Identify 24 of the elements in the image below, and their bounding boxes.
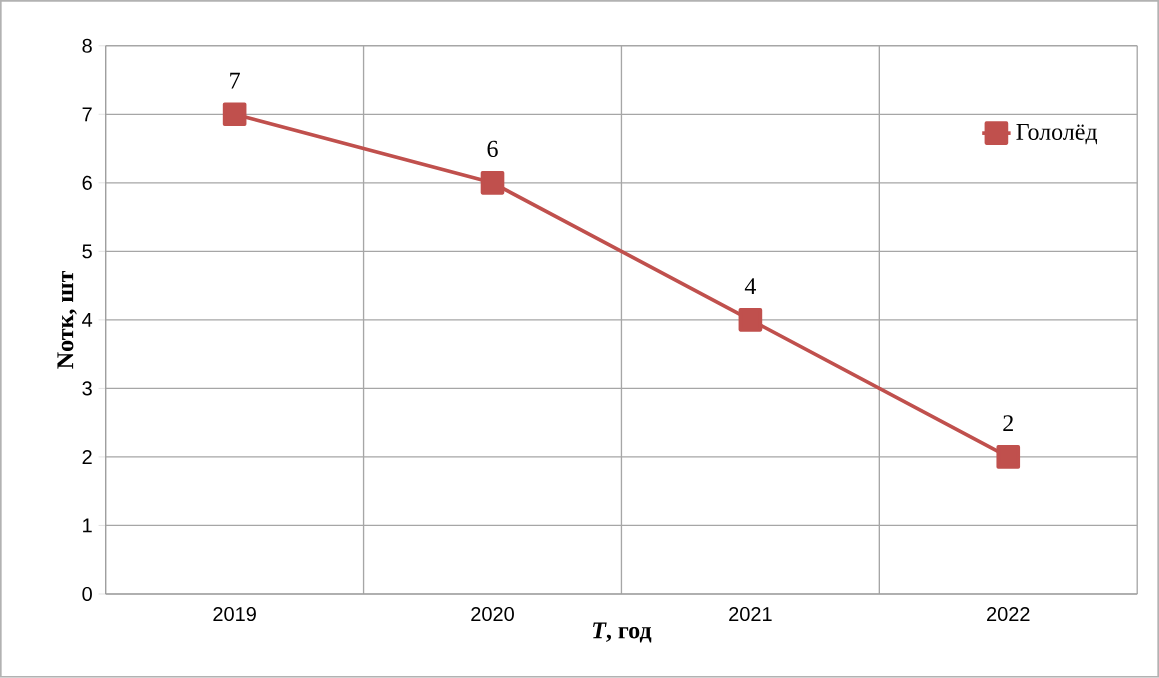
- point: [222, 102, 247, 127]
- y-tick-label: 0: [82, 587, 92, 602]
- point: [738, 308, 763, 332]
- y-tick-label: 1: [83, 518, 92, 533]
- y-tick-label: 2: [82, 450, 92, 465]
- x-tick-label: 2022: [987, 607, 1030, 622]
- data-label: 4: [744, 278, 757, 295]
- data-label: 6: [487, 141, 498, 158]
- data-label: 2: [1003, 415, 1013, 432]
- y-tick-label: 8: [82, 38, 92, 53]
- y-axis-title: Nотк, шт: [57, 271, 77, 369]
- y-tick-label: 4: [82, 313, 93, 327]
- y-tick-label: 3: [82, 381, 92, 396]
- legend-label: Гололёд: [1016, 124, 1098, 145]
- y-tick-label: 6: [82, 175, 92, 191]
- y-tick-label: 7: [82, 107, 92, 122]
- y-tick-label: 5: [82, 244, 92, 259]
- data-label: 7: [230, 72, 240, 89]
- x-axis-title: T, год: [593, 622, 652, 643]
- point: [996, 445, 1021, 469]
- x-tick-label: 2019: [213, 607, 256, 622]
- point: [480, 171, 505, 195]
- x-tick-label: 2020: [471, 607, 514, 622]
- x-tick-label: 2021: [729, 607, 772, 622]
